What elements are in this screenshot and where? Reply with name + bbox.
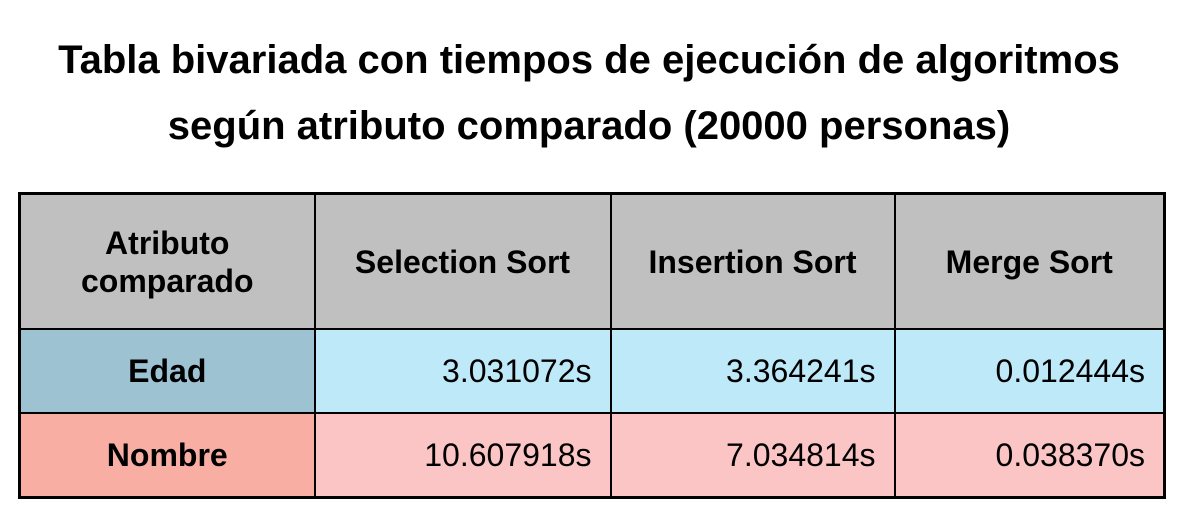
title-line: Tabla bivariada con tiempos de ejecución…	[58, 38, 1120, 82]
header-cell: Selection Sort	[313, 192, 612, 330]
title-line: según atributo comparado (20000 personas…	[167, 104, 1011, 148]
header-cell: Merge Sort	[893, 192, 1166, 330]
time-cell: 7.034814s	[609, 412, 896, 499]
data-row: Nombre 10.607918s 7.034814s 0.038370s	[18, 412, 1166, 499]
data-row: Edad 3.031072s 3.364241s 0.012444s	[18, 328, 1166, 414]
row-label: Nombre	[18, 412, 316, 499]
results-table: Atributo comparado Selection Sort Insertio…	[18, 192, 1166, 499]
header-cell: Atributo comparado	[18, 192, 316, 330]
time-cell: 0.038370s	[893, 412, 1166, 499]
time-cell: 0.012444s	[893, 328, 1166, 414]
time-cell: 3.031072s	[313, 328, 612, 414]
time-cell: 10.607918s	[313, 412, 612, 499]
header-cell: Insertion Sort	[609, 192, 896, 330]
time-cell: 3.364241s	[609, 328, 896, 414]
row-label: Edad	[18, 328, 316, 414]
header-row: Atributo comparado Selection Sort Insertio…	[18, 192, 1166, 330]
